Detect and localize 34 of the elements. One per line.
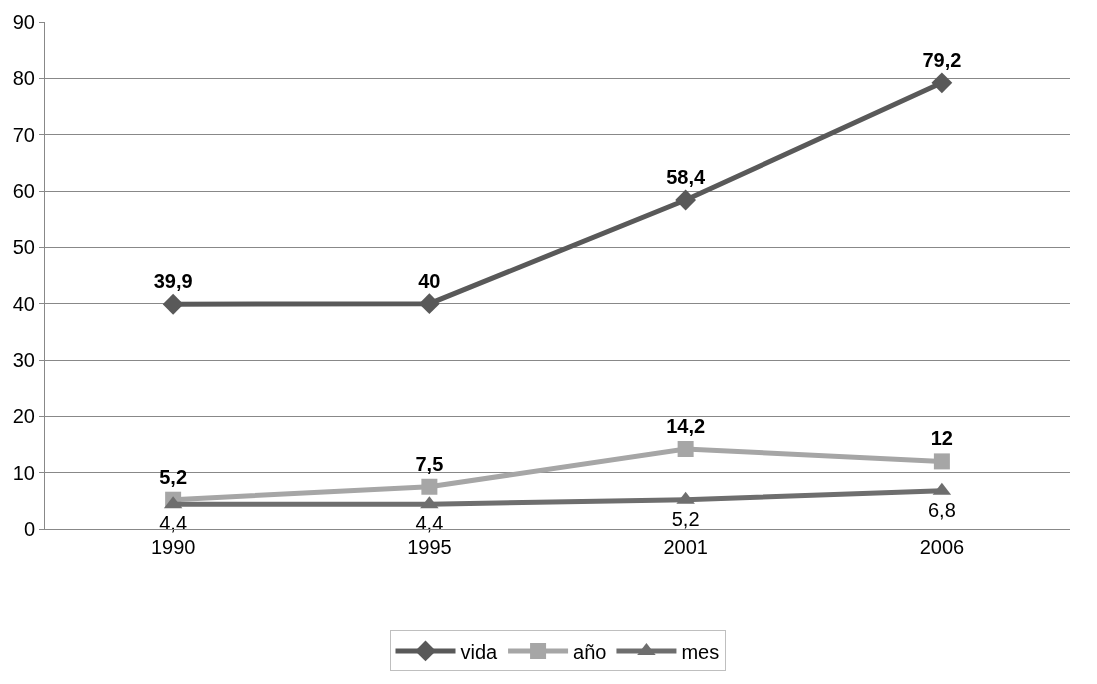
y-tick-label: 40: [12, 292, 35, 315]
x-tick-label: 1990: [150, 536, 196, 558]
legend-label: año: [573, 640, 607, 663]
point: [931, 72, 953, 94]
y-tick-label: 20: [12, 405, 35, 428]
data-label: 14,2: [666, 415, 706, 438]
point: [418, 293, 440, 315]
y-tick-label: 90: [12, 11, 35, 33]
point: [675, 189, 697, 211]
x-tick-label: 1995: [407, 536, 452, 558]
x-tick-label: 2001: [663, 536, 708, 558]
y-tick-label: 80: [12, 67, 35, 90]
point: [162, 293, 184, 315]
data-label: 40: [418, 269, 441, 292]
y-tick-label: 10: [12, 461, 35, 484]
y-tick-label: 50: [12, 236, 35, 259]
point: [933, 453, 950, 470]
y-tick-label: 70: [12, 123, 35, 146]
data-label: 6,8: [927, 498, 956, 521]
data-label: 58,4: [666, 166, 706, 189]
y-tick-label: 0: [23, 518, 35, 540]
point: [677, 441, 694, 458]
data-label: 39,9: [153, 270, 193, 293]
data-label: 12: [930, 427, 954, 450]
data-label: 5,2: [671, 507, 700, 530]
data-label: 5,2: [159, 465, 188, 488]
y-tick-label: 60: [12, 180, 35, 202]
data-label: 79,2: [922, 48, 962, 71]
x-tick-label: 2006: [919, 536, 965, 558]
legend-label: mes: [681, 640, 720, 663]
y-tick-label: 30: [12, 349, 35, 371]
point: [421, 478, 438, 495]
legend-label: vida: [460, 640, 499, 663]
data-label: 7,5: [415, 452, 444, 475]
